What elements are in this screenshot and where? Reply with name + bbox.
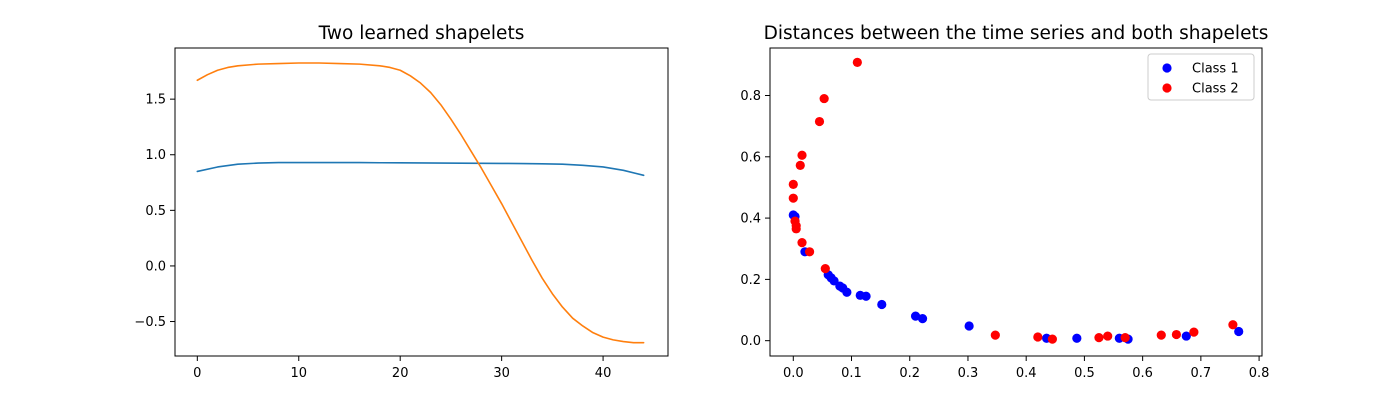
class-2-point <box>1156 330 1166 340</box>
y-tick-label: 0.0 <box>145 259 166 274</box>
series-line-2 <box>196 62 645 344</box>
class-1-point <box>1181 331 1191 341</box>
class-2-point <box>1120 333 1130 343</box>
class-2-point <box>814 116 825 127</box>
x-tick-label: 40 <box>595 366 612 381</box>
class-2-point <box>852 57 862 67</box>
class-2-point <box>1103 331 1113 341</box>
y-tick-label: −0.5 <box>134 315 166 330</box>
x-tick-label: 0.2 <box>899 366 920 381</box>
y-tick-label: 0.6 <box>740 150 761 165</box>
class-2-point <box>1047 334 1057 344</box>
y-tick-label: 0.2 <box>740 273 761 288</box>
chart-title: Two learned shapelets <box>318 23 525 44</box>
x-tick-label: 0.6 <box>1132 366 1153 381</box>
class-1-point <box>877 299 887 310</box>
x-tick-label: 0.0 <box>783 366 804 381</box>
class-1-point <box>1234 326 1244 337</box>
class-1-point <box>917 314 928 324</box>
legend-label: Class 1 <box>1192 62 1239 77</box>
x-tick-label: 0.4 <box>1016 366 1037 381</box>
y-tick-label: 0.0 <box>740 334 761 349</box>
class-2-point <box>797 150 807 160</box>
class-2-point <box>1094 333 1104 343</box>
class-2-point <box>795 160 805 170</box>
legend-marker <box>1162 63 1172 73</box>
plot-frame <box>174 47 669 357</box>
x-tick-label: 30 <box>493 366 510 381</box>
x-tick-label: 0.7 <box>1191 366 1212 381</box>
x-tick-label: 0.3 <box>958 366 979 381</box>
class-2-point <box>1033 332 1043 342</box>
series-line-1 <box>196 161 645 177</box>
class-2-point <box>797 238 807 248</box>
class-2-point <box>819 93 829 104</box>
class-2-point <box>1228 320 1238 330</box>
legend: Class 1 Class 2 <box>1147 53 1255 101</box>
x-tick-label: 20 <box>392 366 409 381</box>
x-tick-label: 0 <box>193 366 201 381</box>
y-tick-label: 0.5 <box>145 204 166 219</box>
plot-frame <box>769 47 1263 357</box>
class-2-point <box>788 193 798 203</box>
x-tick-label: 10 <box>290 366 307 381</box>
x-tick-label: 0.1 <box>841 366 862 381</box>
class-2-point <box>791 224 801 234</box>
class-2-point <box>990 330 1000 340</box>
class-2-point <box>820 264 830 274</box>
y-tick-label: 0.8 <box>740 89 761 104</box>
class-1-point <box>842 287 852 297</box>
legend-marker <box>1162 83 1172 93</box>
class-2-point <box>1189 327 1199 337</box>
chart-title: Distances between the time series and bo… <box>764 23 1269 44</box>
legend-box <box>1147 53 1255 101</box>
shapelets-line-chart: Two learned shapelets 0 10 20 30 40 −0.5 0.0 0.… <box>134 23 669 381</box>
y-tick-label: 1.0 <box>145 148 166 163</box>
x-tick-label: 0.5 <box>1074 366 1095 381</box>
class-2-point <box>1171 329 1182 340</box>
class-1-point <box>910 311 921 321</box>
class-1-point <box>964 321 974 331</box>
class-2-point <box>804 247 815 257</box>
class-1-point <box>861 291 871 301</box>
x-tick-label: 0.8 <box>1249 366 1270 381</box>
class-1-point <box>1072 333 1082 343</box>
y-tick-label: 0.4 <box>740 212 761 227</box>
y-tick-label: 1.5 <box>145 93 166 108</box>
class-2-point <box>788 179 798 189</box>
distances-scatter-chart: Distances between the time series and bo… <box>740 23 1269 381</box>
legend-label: Class 2 <box>1192 82 1239 97</box>
